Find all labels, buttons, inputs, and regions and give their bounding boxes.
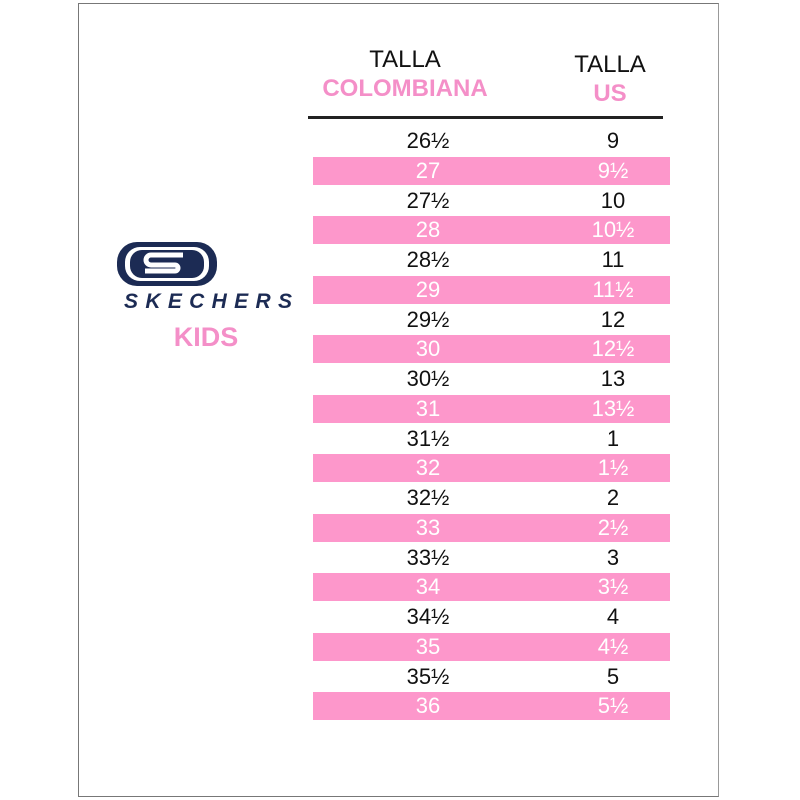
us-size: 4½	[597, 633, 629, 659]
table-row: 26½ 9	[313, 127, 670, 155]
us-size: 10½	[591, 217, 635, 243]
kids-label: KIDS	[173, 322, 239, 352]
us-size: 2	[606, 485, 620, 510]
us-size: 9	[606, 128, 620, 153]
colombian-size: 34	[415, 574, 441, 600]
us-size: 11	[601, 247, 625, 272]
colombian-size: 29½	[406, 306, 450, 332]
us-size: 3½	[597, 574, 629, 600]
colombian-size: 34½	[406, 604, 450, 629]
colombian-size: 28	[415, 217, 441, 243]
header-us-size: TALLA US	[555, 50, 665, 108]
table-row: 31½ 1	[313, 425, 670, 453]
colombian-size: 28½	[406, 247, 450, 272]
header-col1-line1: TALLA	[369, 46, 441, 73]
table-row: 28½ 11	[313, 246, 670, 274]
colombian-size: 29	[415, 276, 441, 302]
us-size: 1	[606, 425, 620, 451]
table-row: 30 12½	[313, 335, 670, 364]
table-row: 31 13½	[313, 394, 670, 423]
table-row: 29 11½	[313, 275, 670, 304]
colombian-size: 36	[415, 693, 441, 719]
us-size: 3	[606, 544, 620, 570]
us-size: 10	[600, 187, 626, 213]
colombian-size: 35	[415, 633, 441, 659]
header-col2-line2: US	[593, 80, 627, 107]
table-row: 28 10½	[313, 216, 670, 245]
colombian-size: 26½	[406, 128, 450, 153]
table-row: 27½ 10	[313, 187, 670, 215]
header-divider	[308, 116, 663, 119]
us-size: 2½	[597, 514, 629, 540]
colombian-size: 27	[415, 157, 441, 183]
colombian-size: 31	[415, 395, 441, 421]
table-row: 29½ 12	[313, 306, 670, 334]
colombian-size: 33½	[406, 544, 450, 570]
colombian-size: 30	[415, 336, 441, 362]
table-row: 33 2½	[313, 513, 670, 542]
colombian-size: 32½	[406, 485, 450, 510]
colombian-size: 27½	[406, 187, 450, 213]
us-size: 12½	[591, 336, 635, 362]
table-row: 35½ 5	[313, 663, 670, 691]
header-col2-line1: TALLA	[574, 51, 646, 78]
us-size: 4	[606, 604, 620, 629]
table-row: 30½ 13	[313, 365, 670, 393]
table-row: 34 3½	[313, 573, 670, 602]
header-col1-line2: COLOMBIANA	[322, 75, 488, 102]
colombian-size: 33	[415, 514, 441, 540]
table-row: 35 4½	[313, 632, 670, 661]
us-size: 5	[606, 663, 620, 689]
logo-wordmark: SKECHERS	[124, 290, 292, 313]
table-row: 32½ 2	[313, 484, 670, 512]
us-size: 13	[600, 366, 626, 391]
table-row: 36 5½	[313, 692, 670, 721]
us-size: 11½	[592, 276, 634, 302]
colombian-size: 30½	[406, 366, 450, 391]
table-row: 34½ 4	[313, 603, 670, 631]
colombian-size: 32	[415, 455, 441, 481]
us-size: 13½	[591, 395, 635, 421]
header-colombian-size: TALLA COLOMBIANA	[300, 45, 510, 103]
us-size: 9½	[597, 157, 629, 183]
table-row: 32 1½	[313, 454, 670, 483]
colombian-size: 31½	[406, 425, 450, 451]
table-row: 33½ 3	[313, 544, 670, 572]
colombian-size: 35½	[406, 663, 450, 689]
skechers-logo: SKECHERS	[117, 242, 292, 313]
us-size: 12	[600, 306, 626, 332]
us-size: 1½	[597, 455, 629, 481]
table-row: 27 9½	[313, 156, 670, 185]
us-size: 5½	[597, 693, 629, 719]
page-frame	[78, 3, 719, 797]
